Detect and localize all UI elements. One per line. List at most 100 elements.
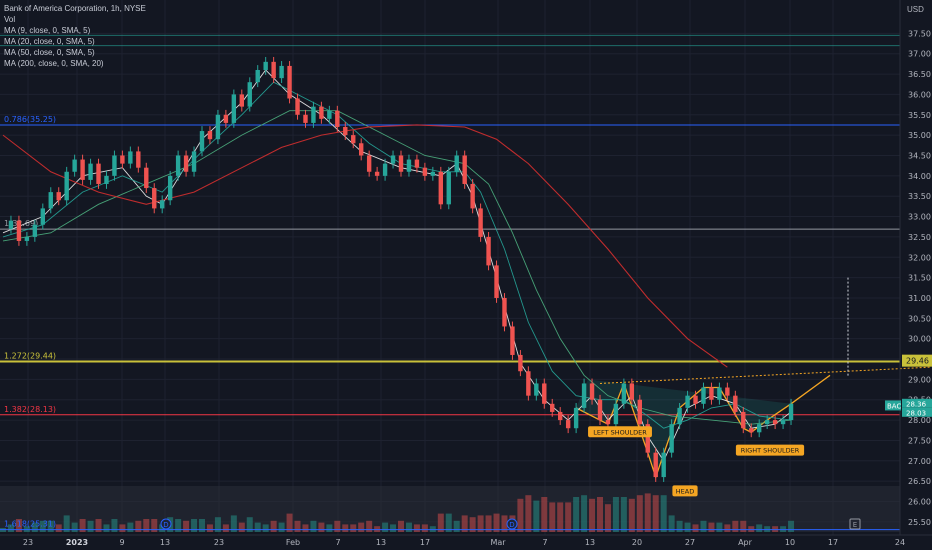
candle-body (565, 420, 571, 429)
x-tick-label: 10 (785, 538, 795, 547)
y-tick-label: 29.00 (908, 375, 931, 384)
candle-body (430, 171, 436, 176)
volume-bar (262, 524, 269, 532)
candle-body (597, 399, 603, 421)
price-badge-bg (902, 407, 932, 417)
candle-body (669, 424, 674, 453)
volume-bar (199, 519, 205, 532)
candle-body (414, 159, 420, 168)
volume-bar (724, 524, 731, 532)
volume-bar (342, 524, 349, 532)
pattern-label-bg (735, 444, 805, 456)
y-tick-label: 32.00 (908, 253, 931, 262)
candle-body (8, 220, 14, 229)
volume-bar (740, 520, 747, 532)
candle-body (295, 98, 300, 115)
candle-body (390, 155, 396, 164)
candle-body (661, 452, 666, 478)
candle-body (709, 387, 714, 400)
legend-ma-9: MA (9, close, 0, SMA, 5) (4, 26, 91, 35)
volume-bar (119, 524, 126, 532)
volume-bar (708, 522, 715, 532)
candle-body (255, 69, 260, 83)
x-tick-label: 24 (895, 538, 905, 547)
volume-bar (549, 502, 556, 532)
candle-body (494, 265, 499, 298)
candle-body (80, 159, 85, 180)
candle-body (589, 383, 595, 400)
volume-bar (230, 515, 237, 532)
candle-body (725, 387, 730, 396)
volume-bar (270, 520, 277, 532)
candle-body (319, 106, 324, 119)
candle-body (573, 407, 579, 429)
volume-bar (7, 524, 14, 532)
candle-body (717, 387, 722, 400)
grid (0, 0, 901, 535)
candle-body (534, 383, 539, 396)
volume-bar (485, 515, 492, 532)
y-tick-label: 26.00 (908, 498, 931, 507)
y-tick-label: 27.50 (908, 436, 931, 445)
ma-line (2, 81, 792, 429)
candle-body (247, 82, 252, 107)
pattern-label-bg (588, 426, 652, 438)
candle-body (144, 167, 149, 189)
volume-bar (214, 517, 221, 532)
volume-bar (238, 522, 245, 532)
y-tick-label: 34.00 (908, 172, 931, 181)
legend-volume: Vol (4, 15, 16, 24)
fib-level-label: 1.272(29.44) (4, 351, 56, 360)
neckline (599, 366, 931, 384)
candle-body (191, 151, 197, 172)
candle-body (271, 61, 276, 79)
x-tick-label: 23 (23, 538, 33, 547)
y-tick-label: 28.00 (908, 416, 931, 425)
candle-body (207, 131, 213, 140)
volume-bar (358, 522, 365, 532)
volume-bar (565, 502, 572, 532)
x-tick-label: 17 (420, 538, 430, 547)
volume-bar (294, 520, 301, 532)
volume-bar (597, 497, 603, 532)
candle-body (478, 208, 483, 237)
y-tick-label: 31.00 (908, 294, 931, 303)
candle-body (343, 126, 348, 136)
price-axis: 25.5026.0026.5027.0027.5028.0028.5029.00… (885, 0, 932, 535)
x-tick-label: 23 (214, 538, 224, 547)
dividend-marker (506, 518, 518, 530)
volume-bar (652, 495, 659, 532)
candle-body (104, 175, 109, 184)
candle-body (96, 163, 101, 184)
candle-body (757, 424, 762, 433)
candle-body (311, 106, 316, 123)
volume-bar (644, 493, 651, 532)
volume-bar (71, 522, 78, 532)
x-tick-label: Apr (738, 538, 753, 547)
candle-body (231, 94, 237, 123)
candle-body (136, 151, 141, 168)
y-tick-label: 33.00 (908, 213, 931, 222)
candle-body (359, 143, 364, 156)
dividend-marker (160, 518, 172, 530)
volume-bar (445, 513, 452, 532)
volume-bar (477, 515, 484, 532)
volume-bar (302, 524, 309, 532)
volume-bar (604, 504, 611, 532)
y-tick-label: 37.50 (908, 29, 931, 38)
volume-bar (437, 513, 444, 532)
y-tick-label: 35.50 (908, 111, 931, 120)
event-marker-label: D (509, 521, 514, 529)
candle-body (24, 236, 30, 241)
candle-body (382, 163, 388, 176)
volume-bar (788, 520, 795, 532)
pattern-label-bg (672, 485, 698, 497)
candles (8, 56, 794, 482)
candle-body (327, 110, 332, 119)
candle-body (470, 183, 475, 209)
pattern-label: HEAD (676, 487, 694, 495)
volume-bar (692, 524, 699, 532)
volume-bar (183, 520, 190, 532)
